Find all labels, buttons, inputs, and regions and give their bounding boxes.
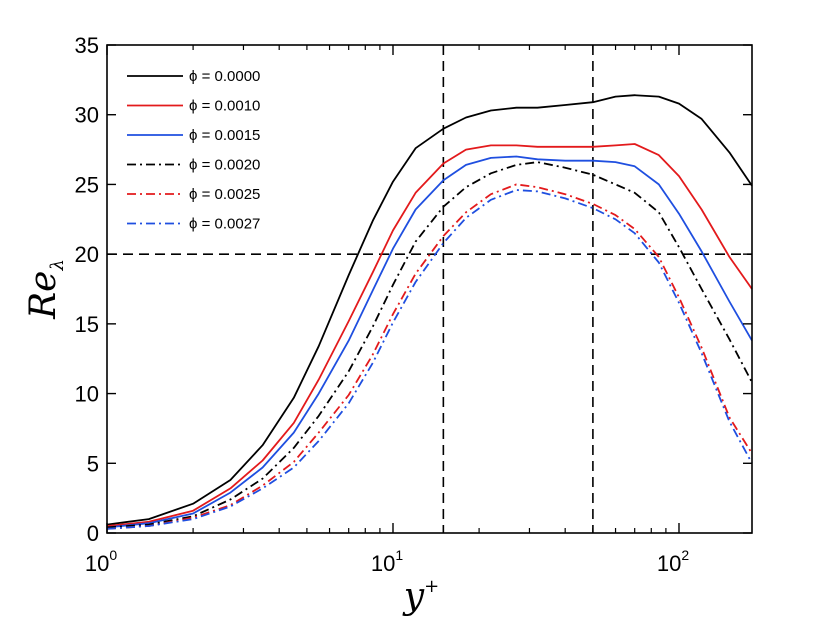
reference-lines <box>107 45 752 533</box>
legend-label-3: ϕ = 0.0020 <box>189 157 260 174</box>
series-line-0 <box>106 94 753 526</box>
series-line-2 <box>106 155 753 529</box>
series-line-3 <box>106 161 753 529</box>
series-line-4 <box>106 183 753 530</box>
x-tick-label-2: 102 <box>657 547 689 576</box>
x-tick-label-1: 101 <box>371 547 403 576</box>
plot-frame <box>106 44 753 534</box>
y-tick-label-6: 30 <box>75 103 99 128</box>
series-line-1 <box>106 143 753 527</box>
series-lines <box>106 94 753 530</box>
y-tick-label-1: 5 <box>87 451 99 476</box>
y-axis-label: Reλ <box>23 259 68 320</box>
legend-label-2: ϕ = 0.0015 <box>189 127 260 144</box>
axis-ticks: 0 5 10 15 20 25 30 35 100 101 102 <box>75 33 752 576</box>
y-tick-label-3: 15 <box>75 312 99 337</box>
legend: ϕ = 0.0000 ϕ = 0.0010 ϕ = 0.0015 ϕ = 0.0020… <box>127 68 260 233</box>
y-tick-label-7: 35 <box>75 33 99 58</box>
y-tick-label-5: 25 <box>75 172 99 197</box>
y-tick-label-4: 20 <box>75 242 99 267</box>
y-tick-label-2: 10 <box>75 382 99 407</box>
y-axis-label-base: Re <box>23 271 64 320</box>
x-axis-label-sup: + <box>424 576 439 597</box>
legend-label-0: ϕ = 0.0000 <box>189 68 260 85</box>
legend-label-1: ϕ = 0.0010 <box>189 98 260 115</box>
x-axis-label-base: y <box>402 576 425 617</box>
y-tick-label-0: 0 <box>87 521 99 546</box>
legend-label-5: ϕ = 0.0027 <box>189 216 260 233</box>
series-line-5 <box>106 189 753 530</box>
y-axis-label-sub: λ <box>47 259 68 271</box>
x-axis-label: y+ <box>402 576 439 617</box>
x-tick-label-0: 100 <box>85 547 117 576</box>
legend-label-4: ϕ = 0.0025 <box>189 186 260 203</box>
